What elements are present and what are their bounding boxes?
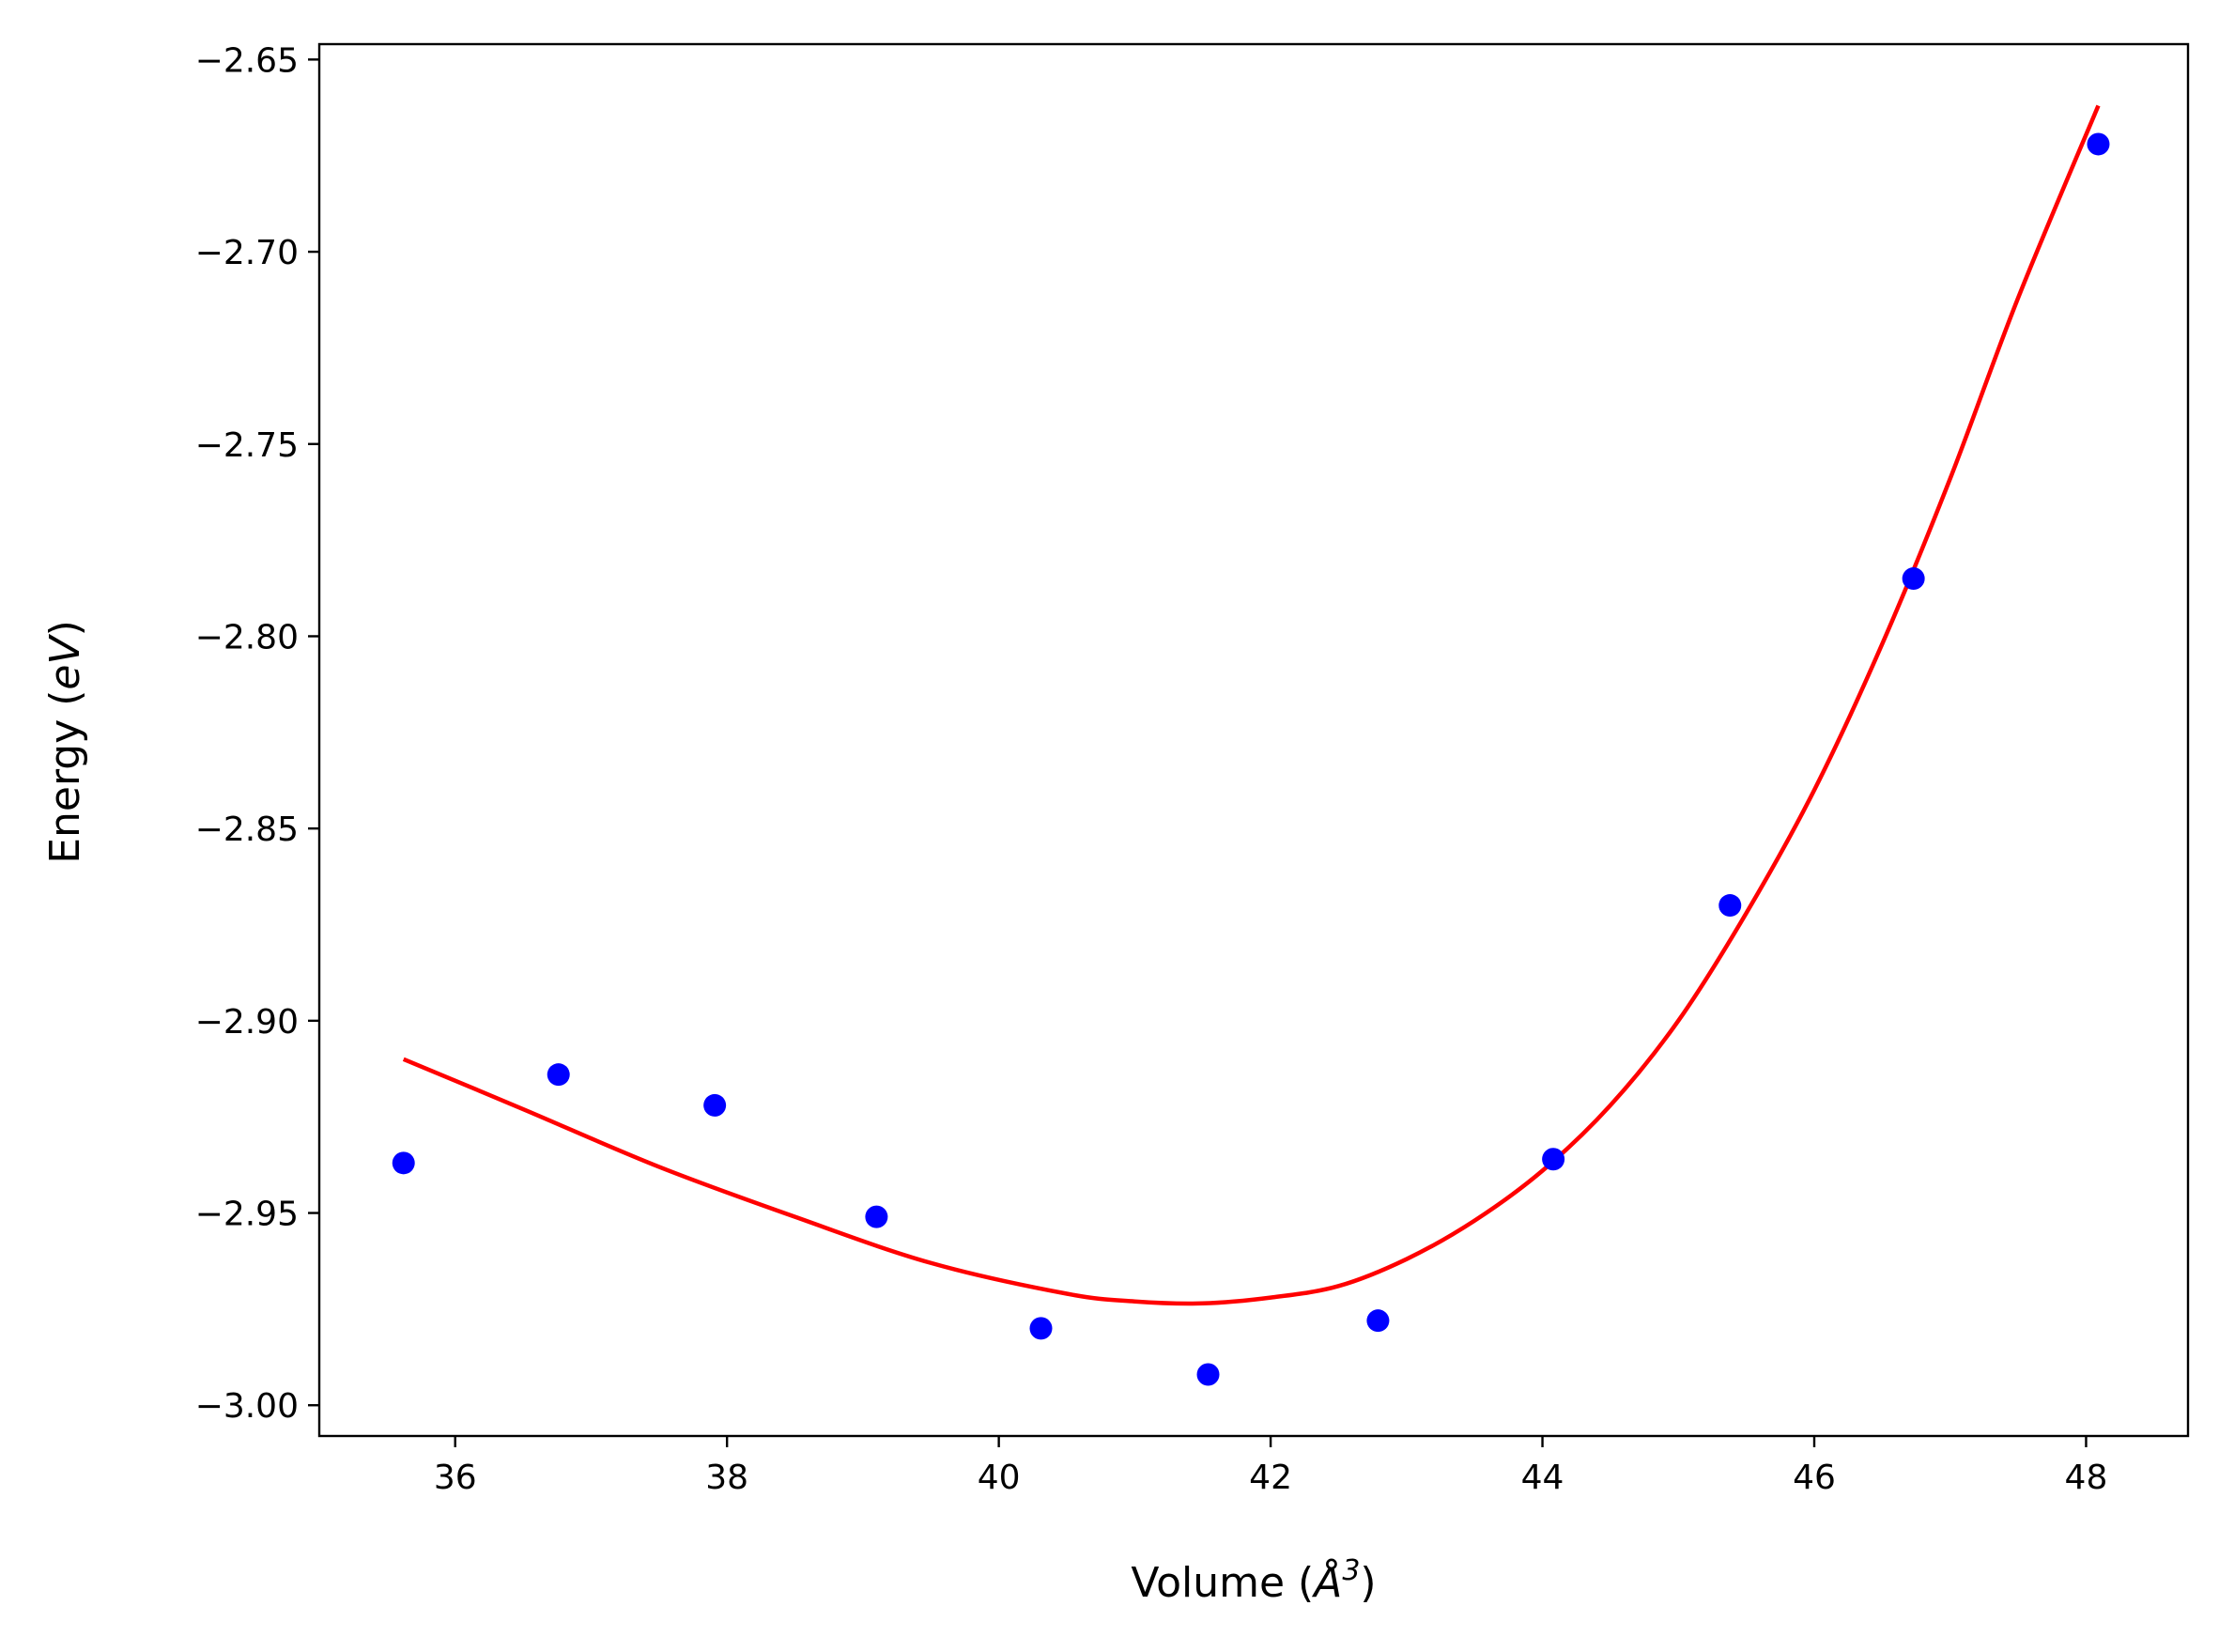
x-axis-label: Volume (Å3) [1131, 1554, 1376, 1607]
y-axis-label-close: ) [41, 620, 89, 636]
plot-frame [317, 42, 2190, 1438]
x-axis-label-exponent: 3 [1342, 1554, 1360, 1587]
data-point [2087, 132, 2110, 156]
data-point [1718, 894, 1742, 918]
x-tick-label: 48 [2065, 1459, 2108, 1497]
data-point [703, 1093, 727, 1117]
y-axis-label-unit: eV [41, 634, 89, 690]
data-point [1029, 1317, 1053, 1340]
y-tick-label: −2.75 [195, 426, 299, 465]
fit-curve-layer [402, 104, 2101, 1306]
y-axis-ticks: −2.65 −2.70 −2.75 −2.80 −2.85 −2.90 −2.95 −3.00 [195, 41, 319, 1426]
y-axis-label: Energy (eV) [41, 620, 89, 864]
x-tick-label: 38 [705, 1459, 748, 1497]
y-tick-label: −3.00 [195, 1387, 299, 1426]
y-tick-label: −2.90 [195, 1003, 299, 1042]
x-axis-label-main: Volume ( [1131, 1559, 1314, 1607]
x-axis-label-close: ) [1360, 1559, 1376, 1607]
x-tick-label: 42 [1249, 1459, 1292, 1497]
data-point [547, 1063, 570, 1087]
data-point [1366, 1309, 1390, 1333]
data-point [392, 1151, 415, 1175]
x-tick-label: 40 [978, 1459, 1021, 1497]
x-axis-label-unit: Å [1311, 1557, 1342, 1607]
data-point [1902, 567, 1925, 591]
data-point [865, 1205, 888, 1228]
data-point [1542, 1148, 1565, 1171]
y-axis-label-main: Energy ( [41, 690, 89, 864]
y-tick-label: −2.65 [195, 41, 299, 80]
y-tick-label: −2.70 [195, 234, 299, 272]
plot-area [319, 44, 2188, 1436]
y-tick-label: −2.85 [195, 811, 299, 849]
x-axis-ticks: 36 38 40 42 44 46 48 [434, 1436, 2108, 1497]
x-tick-label: 44 [1521, 1459, 1564, 1497]
fit-curve-line [402, 104, 2101, 1306]
x-tick-label: 46 [1793, 1459, 1836, 1497]
x-tick-label: 36 [434, 1459, 477, 1497]
data-point [1196, 1363, 1220, 1386]
y-tick-label: −2.95 [195, 1196, 299, 1234]
data-points-layer [392, 132, 2110, 1386]
y-tick-label: −2.80 [195, 618, 299, 656]
